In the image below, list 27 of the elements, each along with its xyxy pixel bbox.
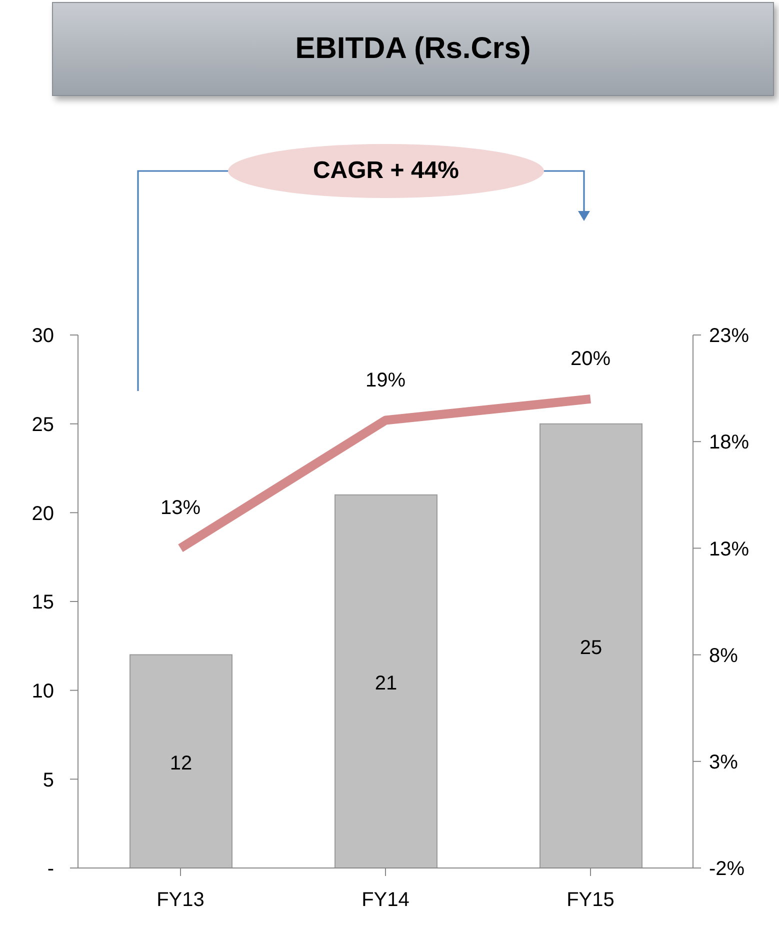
y-tick-label: 5 xyxy=(42,769,54,792)
y-tick-label: 25 xyxy=(32,414,54,436)
data-label: 25 xyxy=(580,636,602,659)
chart-title: EBITDA (Rs.Crs) xyxy=(52,2,774,96)
y2-tick-label: 23% xyxy=(709,325,750,348)
y-tick-label: 30 xyxy=(32,325,54,348)
data-label: 13% xyxy=(160,497,201,520)
y2-tick-label: 13% xyxy=(709,538,750,560)
y2-tick-label: 8% xyxy=(709,644,738,667)
bar xyxy=(540,423,642,868)
x-tick-label: FY15 xyxy=(566,889,614,912)
data-label: 12 xyxy=(170,752,192,774)
data-label: 21 xyxy=(374,672,398,694)
bar xyxy=(130,654,232,868)
bar xyxy=(334,494,438,868)
data-label: 20% xyxy=(570,348,611,370)
y2-tick-label: 18% xyxy=(709,432,750,454)
x-tick-label: FY13 xyxy=(156,889,204,912)
y-tick-label: 20 xyxy=(32,502,54,525)
x-tick-label: FY14 xyxy=(362,889,410,912)
y-tick-label: 10 xyxy=(32,680,54,702)
y-tick-label: - xyxy=(47,858,54,880)
y2-tick-label: 3% xyxy=(709,752,738,774)
text: CAGR + 44% xyxy=(228,144,544,198)
data-label: 19% xyxy=(365,369,406,392)
y-tick-label: 15 xyxy=(32,592,54,614)
y2-tick-label: -2% xyxy=(709,858,745,880)
